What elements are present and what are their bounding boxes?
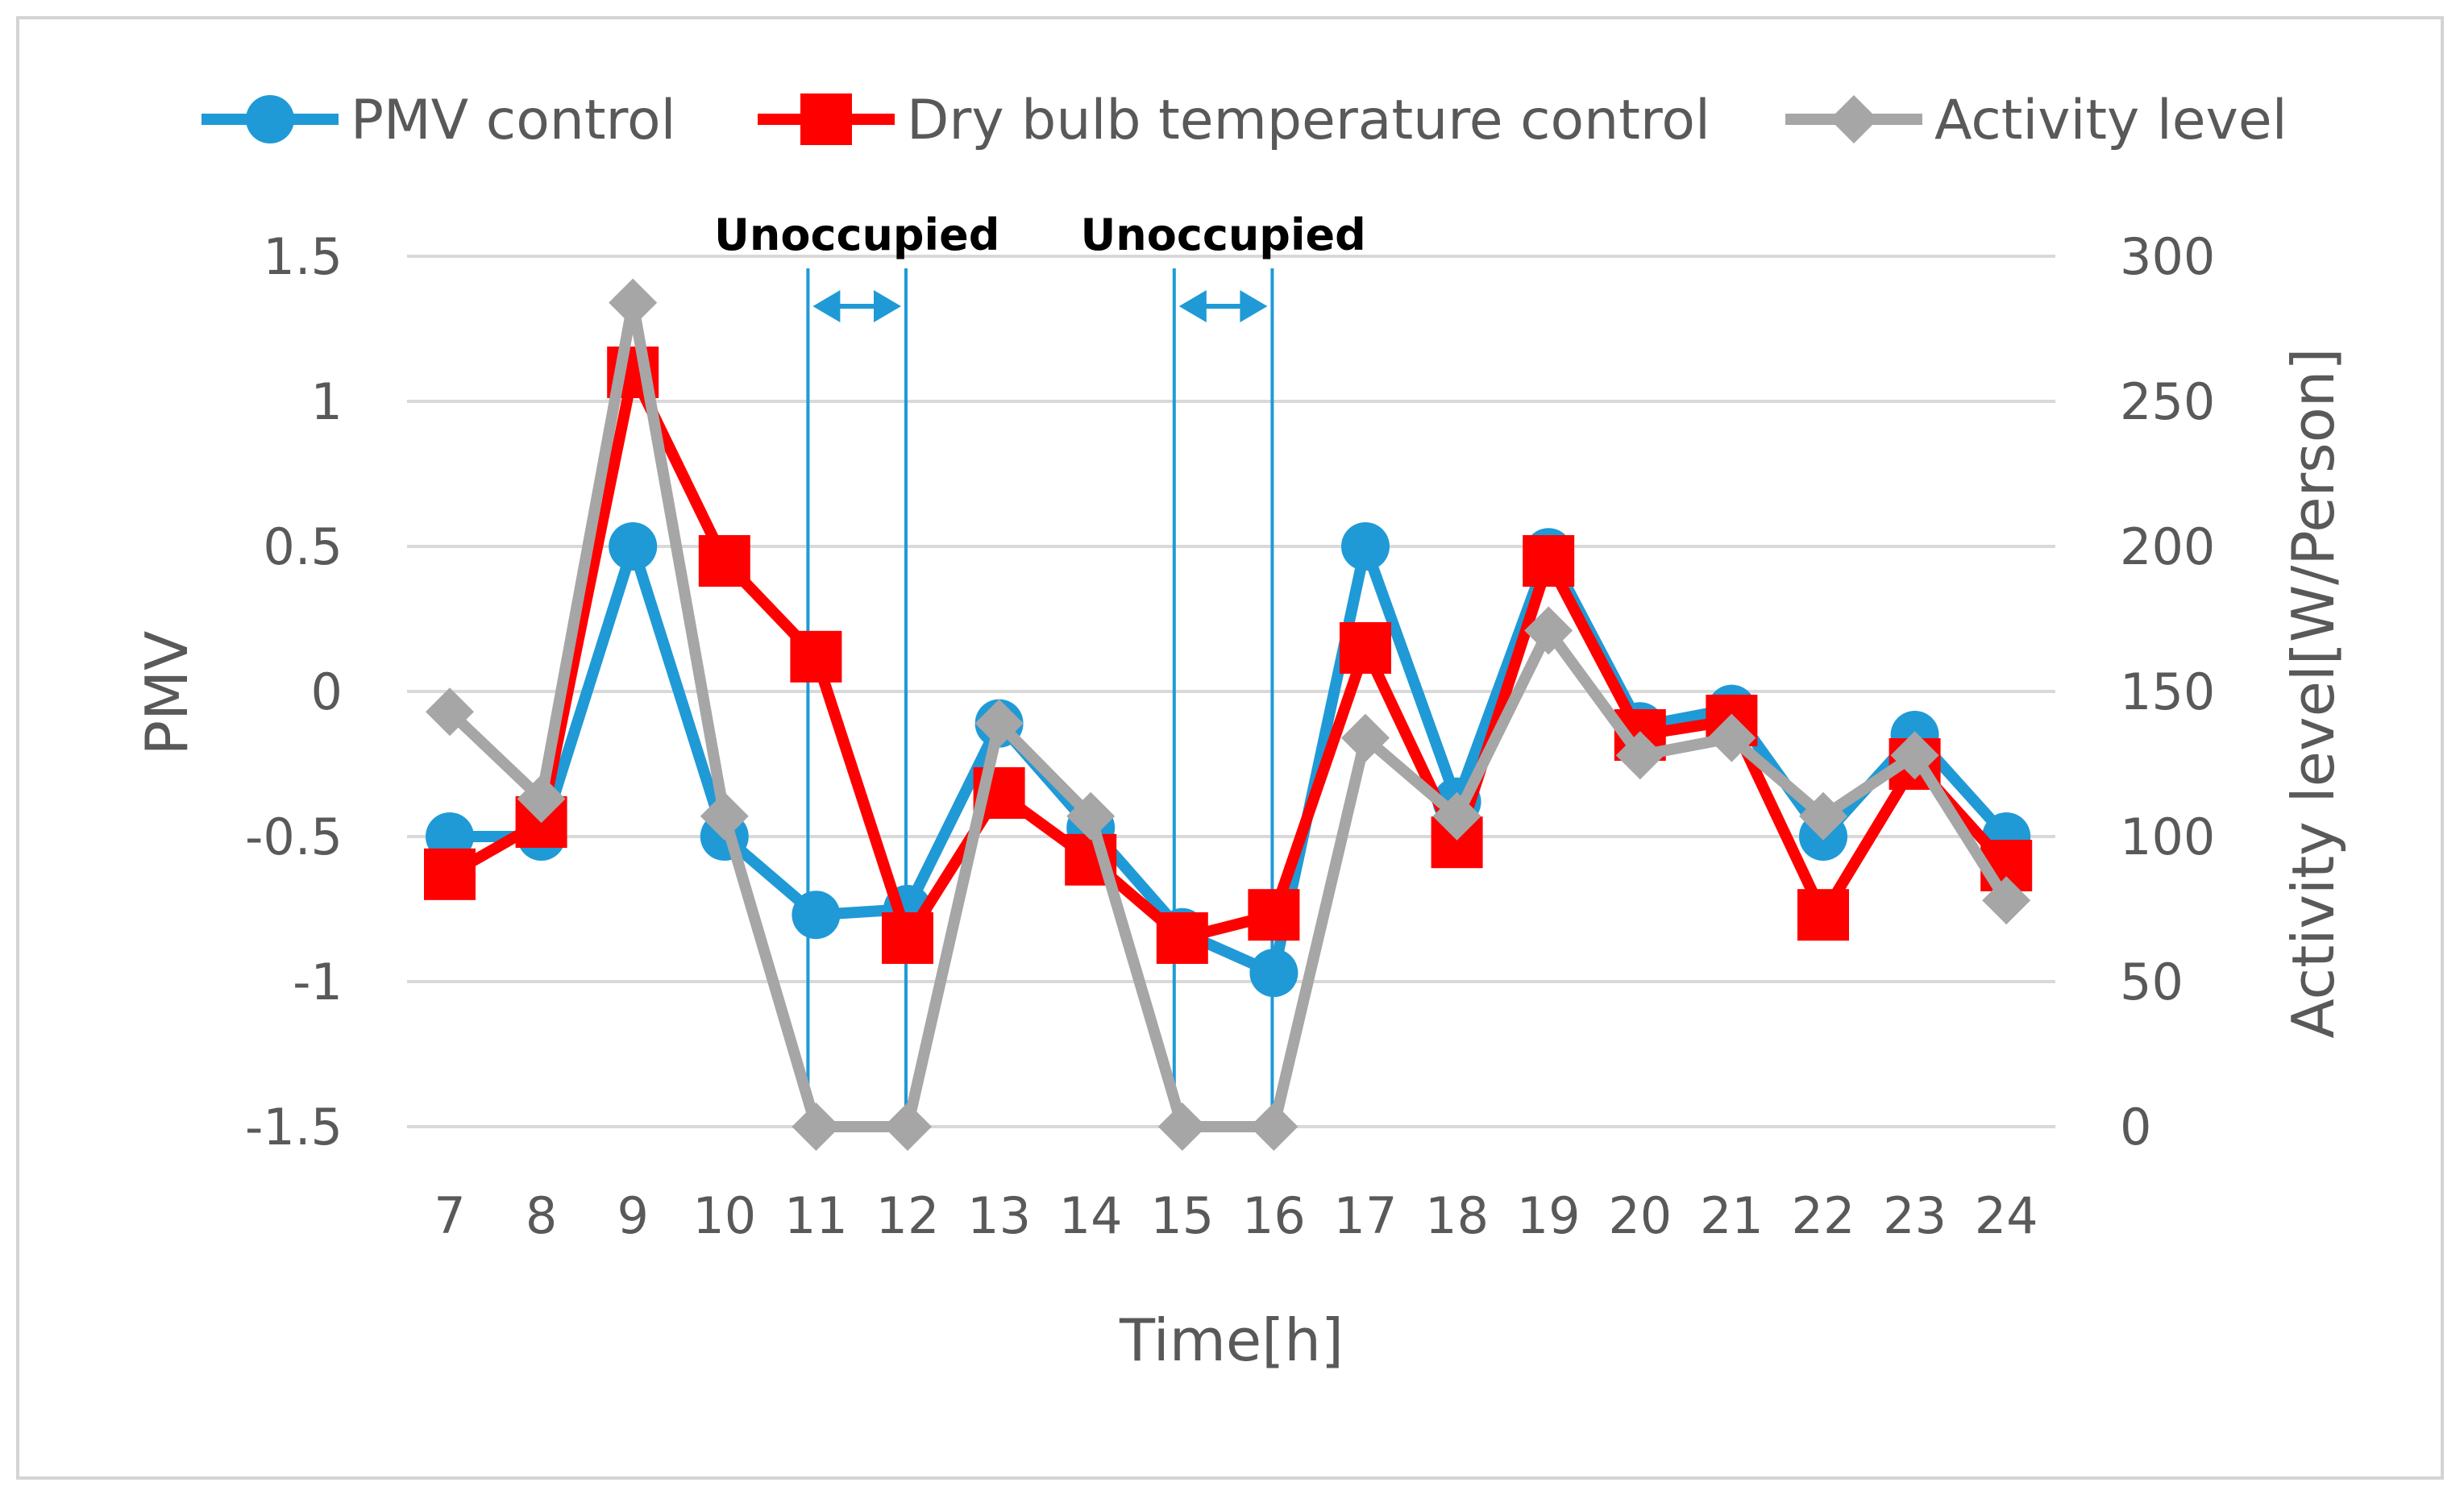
left-axis-ticks: 1.5 1 0.5 0 -0.5 -1 -1.5 [245, 227, 343, 1156]
legend-label: Activity level [1934, 89, 2287, 152]
activity-point [1157, 1102, 1207, 1151]
arrow-left-icon [1178, 290, 1207, 322]
chart-frame [16, 16, 2444, 1480]
dry-bulb-point [800, 93, 852, 145]
x-tick-label: 14 [1059, 1186, 1123, 1245]
dry-bulb-point [1156, 912, 1208, 964]
series-activity-level [426, 278, 2031, 1151]
dry-bulb-point [1340, 622, 1391, 674]
x-tick-label: 16 [1242, 1186, 1306, 1245]
unoccupied-label: Unoccupied [714, 210, 999, 260]
activity-point [426, 687, 474, 737]
activity-point [609, 278, 658, 327]
activity-point [1707, 713, 1756, 762]
dry-bulb-point [1248, 889, 1300, 941]
activity-point [1982, 876, 2031, 925]
y2-tick-label: 250 [2120, 372, 2215, 431]
y-tick-label: 1.5 [263, 227, 343, 286]
y2-tick-label: 0 [2120, 1098, 2151, 1156]
legend-label: PMV control [351, 89, 676, 152]
arrow-right-icon [874, 290, 901, 322]
dry-bulb-point [698, 535, 750, 587]
pmv-control-point [246, 95, 294, 143]
x-tick-label: 23 [1883, 1186, 1947, 1245]
series-line [447, 367, 2011, 944]
arrow-left-icon [812, 290, 841, 322]
legend-label: Dry bulb temperature control [907, 89, 1710, 152]
y2-tick-label: 150 [2120, 662, 2215, 721]
pmv-control-point [792, 891, 841, 940]
gridlines [407, 255, 2055, 1128]
x-tick-label: 7 [434, 1186, 465, 1245]
x-tick-label: 8 [526, 1186, 557, 1245]
x-tick-label: 10 [692, 1186, 756, 1245]
pmv-control-point [609, 522, 658, 571]
activity-point [1890, 731, 1939, 780]
x-tick-label: 15 [1150, 1186, 1214, 1245]
legend: PMV control Dry bulb temperature control A… [202, 89, 2287, 152]
activity-point [1341, 713, 1390, 762]
series-lines [424, 278, 2033, 1151]
dry-bulb-point [424, 848, 476, 900]
arrow-right-icon [1240, 290, 1268, 322]
y-tick-label: -1.5 [245, 1098, 343, 1156]
x-tick-label: 9 [617, 1186, 648, 1245]
x-axis-title: Time[h] [1119, 1306, 1344, 1374]
y2-tick-label: 50 [2120, 953, 2184, 1011]
activity-point [1066, 791, 1116, 841]
y-axis-title: PMV [133, 631, 201, 756]
x-tick-label: 13 [967, 1186, 1031, 1245]
activity-point [517, 774, 566, 824]
activity-point [1799, 791, 1847, 841]
activity-point [792, 1102, 841, 1151]
activity-point [1524, 606, 1573, 655]
y-tick-label: 0.5 [263, 517, 343, 576]
dry-bulb-point [1797, 889, 1849, 941]
x-tick-label: 17 [1334, 1186, 1398, 1245]
legend-item: Dry bulb temperature control [758, 89, 1710, 152]
y2-axis-title: Activity level[W/Person] [2279, 348, 2347, 1039]
x-tick-label: 18 [1425, 1186, 1489, 1245]
y-tick-label: -0.5 [245, 808, 343, 866]
x-tick-label: 24 [1975, 1186, 2038, 1245]
x-tick-label: 12 [876, 1186, 940, 1245]
x-tick-label: 11 [784, 1186, 848, 1245]
x-tick-label: 19 [1517, 1186, 1581, 1245]
activity-point [1249, 1102, 1298, 1151]
dry-bulb-point [1523, 535, 1575, 587]
activity-point [700, 791, 749, 841]
pmv-control-point [1249, 949, 1298, 998]
x-axis-ticks: 7 8 9 10 11 12 13 14 15 16 17 18 19 20 21 22 23 24 [434, 1186, 2038, 1245]
y-tick-label: 0 [311, 662, 343, 721]
y2-tick-label: 100 [2120, 808, 2215, 866]
activity-point [1830, 95, 1878, 143]
x-tick-label: 20 [1608, 1186, 1672, 1245]
activity-point [1432, 791, 1481, 841]
series-line [446, 297, 2012, 1132]
y2-tick-label: 300 [2120, 227, 2215, 286]
x-tick-label: 21 [1700, 1186, 1764, 1245]
activity-point [1615, 731, 1664, 780]
y2-tick-label: 200 [2120, 517, 2215, 576]
activity-point [883, 1102, 932, 1151]
dry-bulb-point [882, 912, 933, 964]
right-axis-ticks: 300 250 200 150 100 50 0 [2120, 227, 2215, 1156]
pmv-control-point [1341, 522, 1390, 571]
activity-point [974, 699, 1024, 748]
legend-item: PMV control [202, 89, 676, 152]
unoccupied-label: Unoccupied [1080, 210, 1365, 260]
unoccupied-annotations: Unoccupied Unoccupied [714, 210, 1366, 1127]
y-tick-label: -1 [293, 953, 343, 1011]
legend-item: Activity level [1785, 89, 2287, 152]
y-tick-label: 1 [311, 372, 343, 431]
dry-bulb-point [790, 630, 842, 683]
x-tick-label: 22 [1792, 1186, 1855, 1245]
